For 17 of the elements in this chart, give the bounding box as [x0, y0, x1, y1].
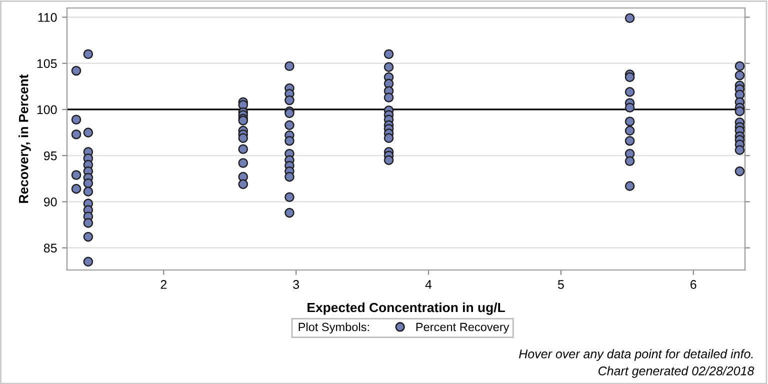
x-tick-label: 4	[425, 280, 432, 289]
text: Chart generated 02/28/2018	[598, 366, 754, 378]
legend-label: Percent Recovery	[416, 322, 510, 334]
y-tick-label: 100	[37, 105, 57, 114]
y-tick-label: 85	[44, 244, 57, 253]
text: Hover over any data point for detailed info.	[519, 349, 753, 361]
y-tick-label: 110	[38, 13, 57, 22]
legend-title: Plot Symbols:	[298, 322, 369, 334]
x-tick-label: 2	[160, 280, 167, 289]
x-axis-title: Expected Concentration in ug/L	[308, 302, 505, 315]
y-tick-label: 95	[44, 151, 57, 160]
x-tick-label: 5	[558, 280, 564, 289]
y-axis-title: Recovery, in Percent	[18, 74, 31, 203]
x-tick-label: 6	[690, 280, 696, 289]
y-tick-label: 90	[44, 198, 57, 206]
x-tick-label: 3	[293, 280, 300, 289]
y-tick-label: 105	[37, 59, 57, 68]
